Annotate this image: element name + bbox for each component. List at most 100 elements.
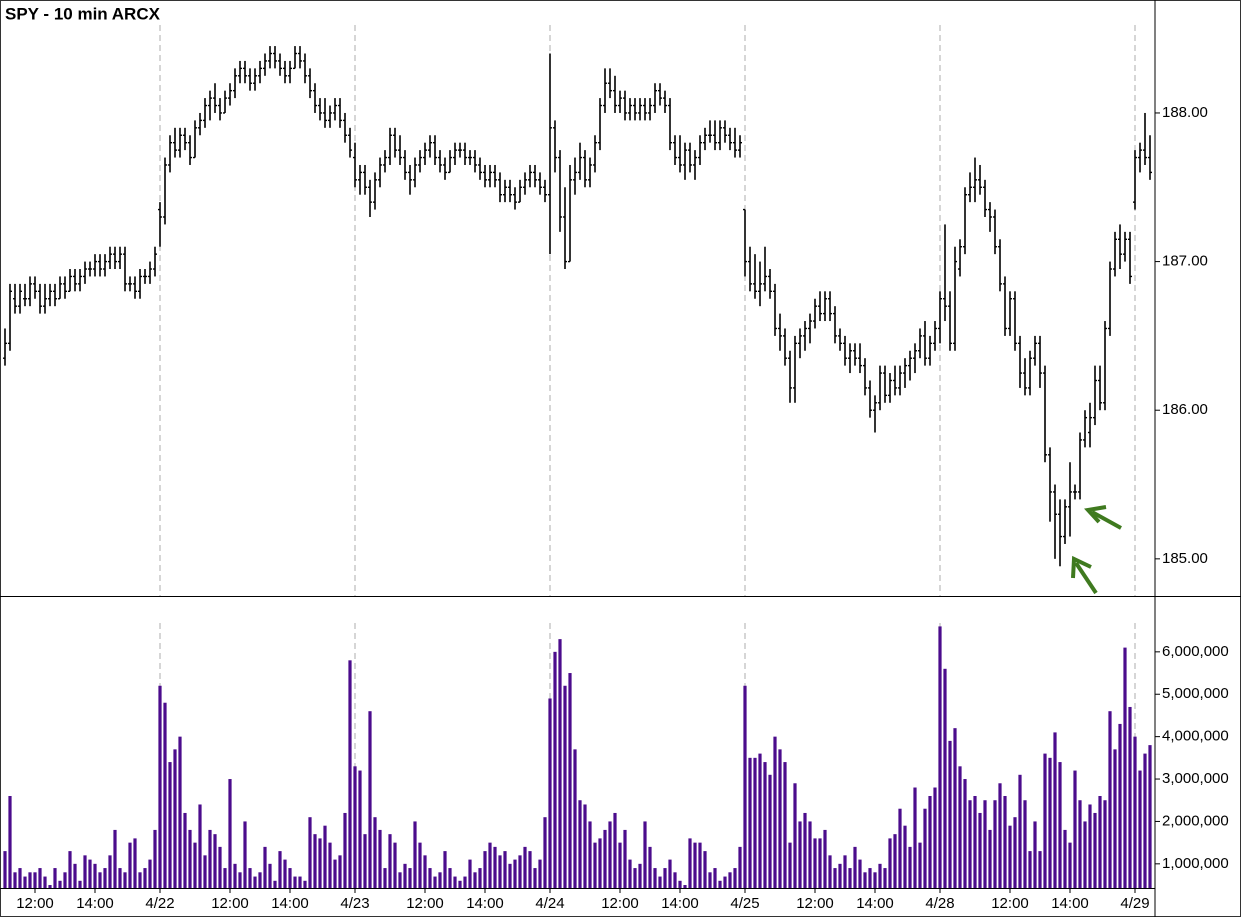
volume-bar	[443, 851, 447, 888]
volume-bar	[878, 863, 882, 888]
volume-bar	[598, 838, 602, 888]
volume-bar	[1083, 821, 1087, 888]
volume-bar	[173, 749, 177, 888]
volume-bar	[998, 783, 1002, 888]
volume-bar	[683, 885, 687, 888]
x-tick-label: 4/29	[1120, 895, 1149, 912]
volume-bar	[928, 795, 932, 888]
volume-bar	[848, 868, 852, 888]
volume-bar	[708, 872, 712, 888]
volume-bar	[83, 855, 87, 888]
volume-bar	[1053, 732, 1057, 888]
volume-bar	[238, 872, 242, 888]
y-tick-label: 186.00	[1162, 401, 1208, 418]
x-tick-label: 14:00	[466, 895, 504, 912]
volume-bar	[253, 876, 257, 888]
y-tick-label: 187.00	[1162, 253, 1208, 270]
volume-bar	[748, 757, 752, 888]
volume-bar	[1063, 829, 1067, 888]
volume-bar	[788, 842, 792, 888]
volume-bar	[538, 859, 542, 888]
volume-bar	[18, 868, 22, 888]
volume-bar	[113, 829, 117, 888]
volume-bar	[633, 868, 637, 888]
volume-bar	[1133, 736, 1137, 888]
volume-bar	[533, 868, 537, 888]
volume-bar	[663, 868, 667, 888]
volume-bar	[13, 872, 17, 888]
volume-bar	[988, 829, 992, 888]
volume-bar	[1033, 821, 1037, 888]
volume-bar	[738, 846, 742, 888]
volume-bar	[1073, 770, 1077, 888]
volume-bar	[43, 876, 47, 888]
volume-bar	[293, 876, 297, 888]
volume-bar	[803, 812, 807, 888]
volume-bar	[198, 804, 202, 888]
volume-bar	[913, 787, 917, 888]
volume-bar	[963, 779, 967, 888]
volume-bar	[693, 842, 697, 888]
volume-bar	[338, 855, 342, 888]
volume-bar	[298, 876, 302, 888]
volume-bar	[783, 762, 787, 888]
volume-bar	[353, 766, 357, 888]
volume-bar	[448, 868, 452, 888]
volume-bar	[943, 668, 947, 888]
volume-bar	[128, 842, 132, 888]
volume-bar	[923, 808, 927, 888]
volume-bar	[483, 851, 487, 888]
volume-bar	[1078, 800, 1082, 888]
volume-bar	[453, 876, 457, 888]
volume-bar	[573, 749, 577, 888]
volume-bar	[63, 872, 67, 888]
volume-bar	[948, 740, 952, 888]
volume-bar	[858, 859, 862, 888]
volume-bar	[88, 859, 92, 888]
volume-bar	[638, 863, 642, 888]
volume-bar	[778, 749, 782, 888]
volume-bar	[763, 762, 767, 888]
volume-bar	[713, 868, 717, 888]
volume-bar	[658, 876, 662, 888]
volume-bar	[493, 846, 497, 888]
volume-bar	[228, 779, 232, 888]
volume-bar	[978, 812, 982, 888]
volume-bar	[383, 868, 387, 888]
volume-bar	[1038, 851, 1042, 888]
y-tick-label: 4,000,000	[1162, 728, 1229, 745]
volume-bar	[648, 846, 652, 888]
volume-bar	[488, 842, 492, 888]
volume-bar	[323, 825, 327, 888]
volume-bar	[1123, 647, 1127, 888]
volume-bar	[418, 842, 422, 888]
volume-bar	[188, 829, 192, 888]
y-tick-label: 5,000,000	[1162, 685, 1229, 702]
volume-bar	[758, 753, 762, 888]
volume-bar	[563, 685, 567, 888]
volume-bar	[653, 868, 657, 888]
volume-bar	[283, 859, 287, 888]
volume-bar	[698, 842, 702, 888]
volume-bar	[723, 876, 727, 888]
plot	[3, 25, 1152, 888]
volume-bar	[358, 770, 362, 888]
x-tick-label: 4/28	[925, 895, 954, 912]
volume-bar	[728, 872, 732, 888]
volume-bar	[308, 817, 312, 888]
volume-bar	[223, 868, 227, 888]
volume-bar	[868, 868, 872, 888]
volume-bar	[808, 821, 812, 888]
volume-bar	[583, 804, 587, 888]
volume-bar	[108, 855, 112, 888]
volume-bar	[813, 838, 817, 888]
volume-bar	[203, 855, 207, 888]
volume-bar	[568, 673, 572, 888]
volume-bar	[288, 868, 292, 888]
y-tick-label: 185.00	[1162, 550, 1208, 567]
volume-bar	[733, 868, 737, 888]
y-tick-label: 6,000,000	[1162, 643, 1229, 660]
volume-bar	[1128, 706, 1132, 888]
